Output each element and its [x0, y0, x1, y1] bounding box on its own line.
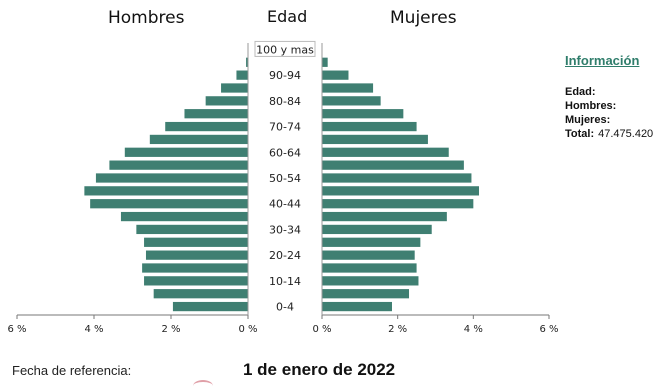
men-bar-90-94 — [236, 70, 248, 80]
men-header: Hombres — [108, 8, 185, 28]
women-bar-70-74 — [322, 121, 417, 132]
info-total-value: 47.475.420 — [598, 128, 654, 140]
women-bar-60-64 — [322, 147, 449, 157]
men-bar-0-4 — [172, 301, 248, 312]
left-tick-label: 6 % — [7, 324, 26, 335]
decorative-arc — [193, 380, 213, 392]
women-bar-30-34 — [322, 224, 432, 235]
women-bar-85-89 — [322, 83, 374, 93]
age-label: 30-34 — [269, 223, 301, 236]
women-bar-20-24 — [322, 250, 415, 260]
right-tick-label: 6 % — [539, 324, 558, 335]
men-bar-75-79 — [184, 109, 248, 119]
women-bar-40-44 — [322, 199, 474, 209]
women-bar-45-49 — [322, 186, 480, 196]
men-bar-45-49 — [84, 186, 248, 196]
men-bar-80-84 — [205, 96, 248, 106]
age-label: 100 y mas — [256, 43, 314, 56]
men-bar-55-59 — [109, 160, 249, 170]
men-bar-95-99 — [246, 57, 248, 67]
men-bar-5-9 — [153, 289, 248, 299]
men-bar-85-89 — [221, 83, 248, 93]
women-bar-5-9 — [322, 289, 410, 299]
age-label: 40-44 — [269, 198, 301, 211]
right-tick-label: 0 % — [312, 324, 331, 335]
info-total-label: Total: — [565, 128, 595, 140]
women-bar-0-4 — [322, 301, 392, 312]
reference-date-label: Fecha de referencia: — [12, 363, 132, 378]
right-tick-label: 4 % — [464, 324, 483, 335]
age-label: 10-14 — [269, 275, 301, 288]
men-bar-25-29 — [144, 237, 248, 247]
women-bar-80-84 — [322, 96, 381, 106]
women-bar-15-19 — [322, 263, 417, 273]
women-bar-35-39 — [322, 211, 447, 222]
men-bar-15-19 — [142, 263, 248, 273]
men-bar-60-64 — [124, 147, 248, 157]
men-bar-35-39 — [120, 211, 248, 222]
right-tick-label: 2 % — [388, 324, 407, 335]
women-bar-90-94 — [322, 70, 349, 80]
men-bar-30-34 — [136, 224, 248, 235]
women-bar-65-69 — [322, 134, 428, 145]
women-bar-25-29 — [322, 237, 421, 247]
men-bar-65-69 — [149, 134, 248, 145]
men-bar-70-74 — [165, 121, 248, 132]
men-bar-50-54 — [95, 173, 248, 183]
info-women-label: Mujeres: — [565, 114, 611, 126]
women-bar-55-59 — [322, 160, 464, 170]
age-label: 60-64 — [269, 146, 301, 159]
info-age-label: Edad: — [565, 86, 596, 98]
age-label: 20-24 — [269, 249, 301, 262]
age-label: 50-54 — [269, 172, 301, 185]
reference-date: 1 de enero de 2022 — [243, 360, 396, 379]
women-bar-95-99 — [322, 57, 328, 67]
men-bar-40-44 — [90, 199, 249, 209]
left-tick-label: 2 % — [161, 324, 180, 335]
men-bar-20-24 — [145, 250, 248, 260]
women-bar-75-79 — [322, 109, 404, 119]
age-header: Edad — [267, 7, 308, 26]
info-total-row: Total: 47.475.420 — [565, 128, 653, 140]
left-tick-label: 0 % — [238, 324, 257, 335]
info-link[interactable]: Información — [565, 53, 640, 68]
left-tick-label: 4 % — [84, 324, 103, 335]
men-bar-10-14 — [144, 276, 248, 286]
women-header: Mujeres — [390, 8, 457, 28]
age-label: 70-74 — [269, 121, 301, 134]
age-label: 0-4 — [276, 301, 294, 314]
info-men-label: Hombres: — [565, 100, 617, 112]
age-label: 80-84 — [269, 95, 301, 108]
age-top-box — [254, 40, 316, 57]
women-bar-10-14 — [322, 276, 419, 286]
population-pyramid: 0-4 10-14 20-24 30-34 40-44 50-54 60-64 70-74 80… — [7, 40, 559, 335]
women-bar-50-54 — [322, 173, 472, 183]
age-label: 90-94 — [269, 69, 301, 82]
